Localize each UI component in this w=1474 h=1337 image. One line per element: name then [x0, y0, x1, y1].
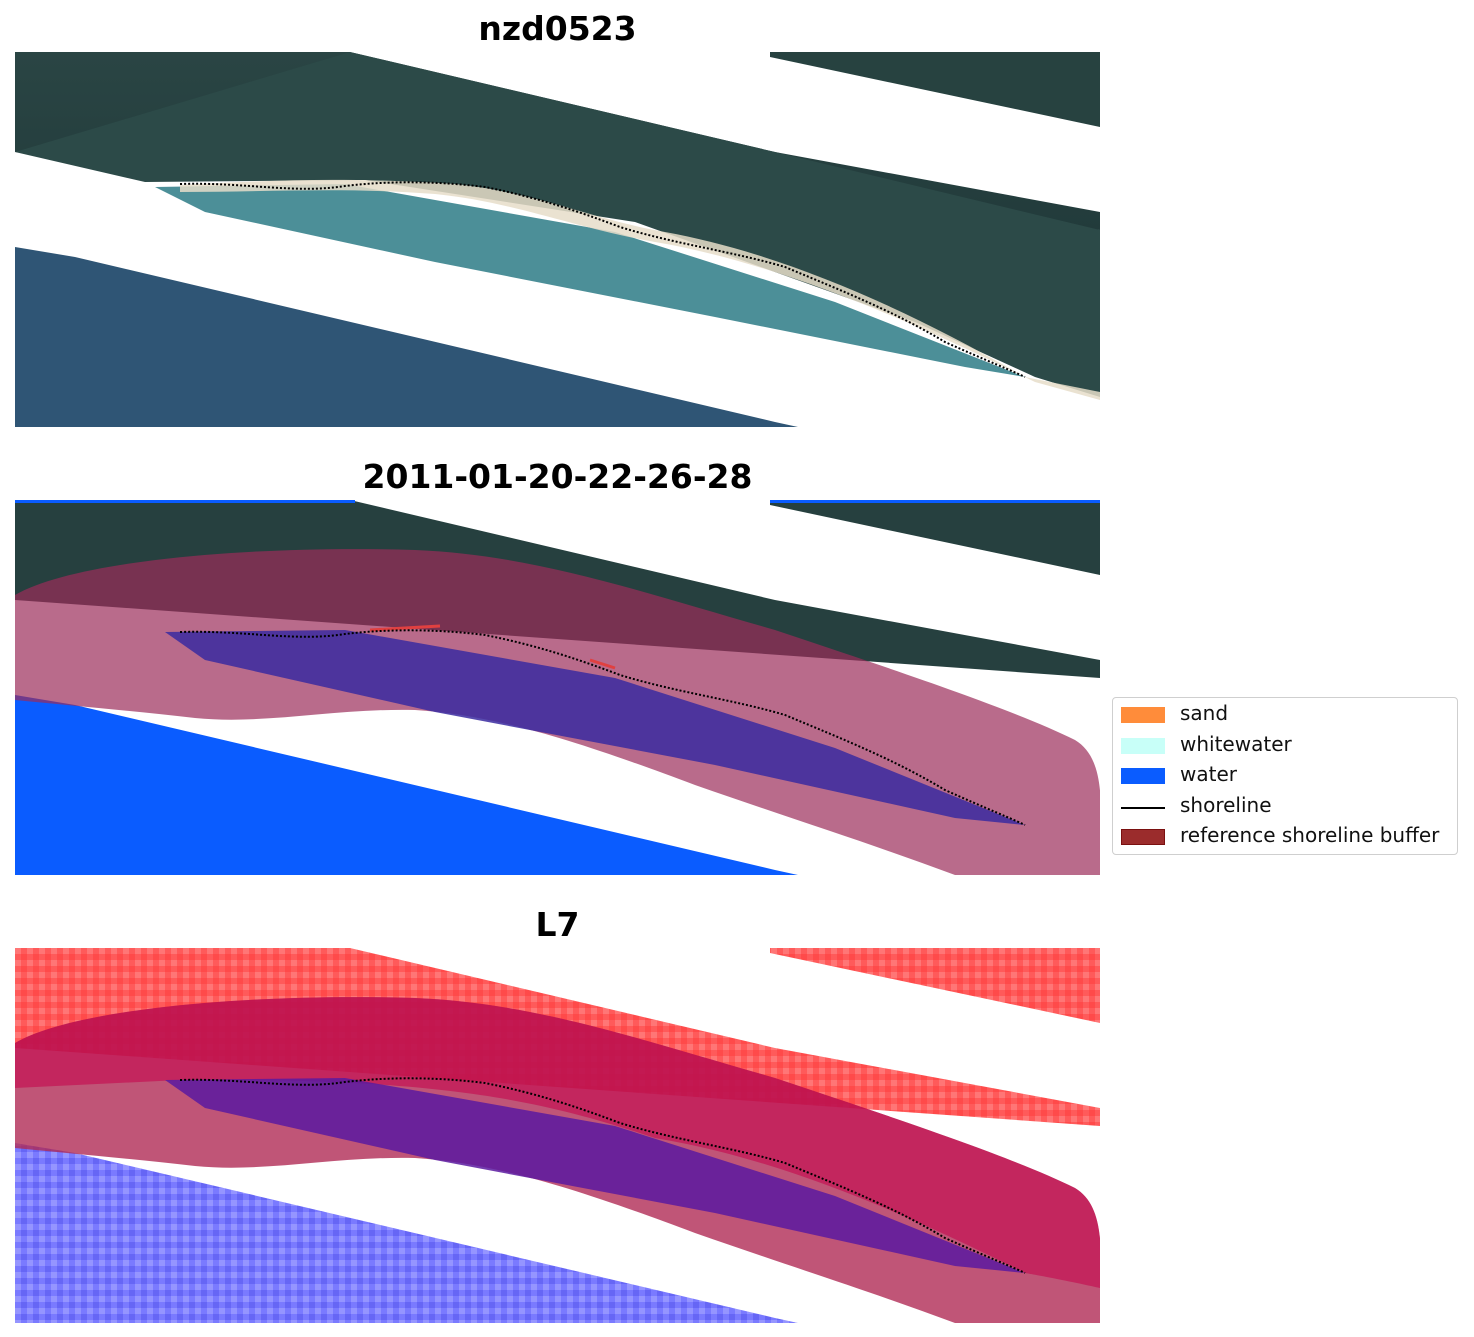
index-panel: [15, 948, 1100, 1323]
water-index-in-buffer: [165, 1078, 1025, 1273]
legend-item-shoreline: shoreline: [1113, 792, 1457, 827]
panel-title-3: L7: [535, 905, 580, 944]
legend-label: shoreline: [1180, 792, 1272, 817]
legend: sand whitewater water shoreline referenc…: [1112, 697, 1458, 855]
legend-label: sand: [1180, 701, 1229, 725]
legend-swatch-whitewater: [1121, 737, 1165, 754]
panel-title-2: 2011-01-20-22-26-28: [362, 457, 753, 496]
legend-item-water: water: [1113, 762, 1457, 796]
water-class-in-buffer: [165, 630, 1025, 825]
legend-label: whitewater: [1180, 731, 1292, 756]
land-index-upper-right: [770, 948, 1100, 1023]
legend-swatch-sand: [1121, 707, 1165, 723]
shoreline-line: [179, 181, 1026, 378]
land-area-upper-right: [770, 52, 1100, 127]
deep-water: [15, 247, 798, 427]
legend-label: reference shoreline buffer: [1180, 823, 1440, 847]
shoreline-line: [179, 629, 1026, 826]
legend-line-shoreline: [1121, 806, 1165, 809]
classification-panel: [15, 500, 1100, 875]
legend-swatch-water: [1121, 768, 1165, 784]
legend-item-whitewater: whitewater: [1113, 731, 1457, 766]
legend-item-sand: sand: [1113, 701, 1457, 735]
legend-swatch-buffer: [1121, 829, 1165, 845]
rgb-image-panel: [15, 52, 1100, 427]
legend-item-reference-buffer: reference shoreline buffer: [1113, 823, 1457, 857]
land-area-upper-right: [770, 500, 1100, 575]
legend-label: water: [1180, 762, 1237, 786]
water-class-area: [15, 695, 798, 875]
panel-title-1: nzd0523: [478, 9, 637, 48]
shoreline-line: [179, 1077, 1026, 1274]
water-index-area: [15, 1143, 798, 1323]
lagoon-water: [155, 184, 1025, 377]
shallow-water: [15, 52, 1100, 397]
